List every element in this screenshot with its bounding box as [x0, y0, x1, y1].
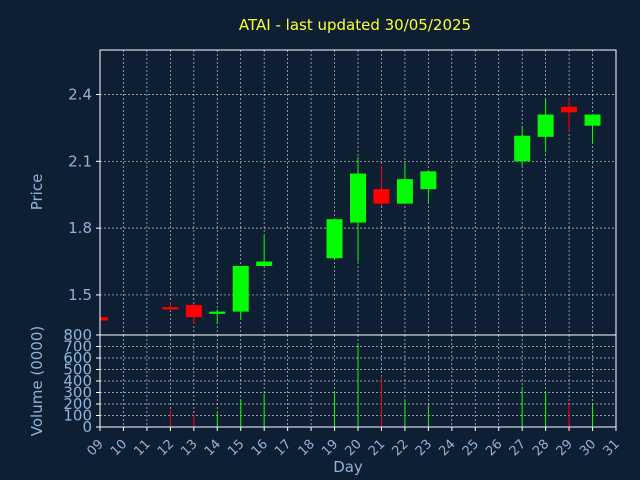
- price-y-tick-label: 1.5: [68, 286, 92, 304]
- candle-body: [162, 307, 179, 310]
- x-tick-label: 11: [131, 437, 153, 459]
- volume-y-tick-label: 300: [63, 384, 92, 402]
- candle-20: [350, 156, 366, 262]
- x-tick-label: 09: [85, 437, 107, 459]
- price-y-tick-label: 2.4: [68, 86, 92, 104]
- x-tick-label: 15: [225, 437, 247, 459]
- candle-body: [514, 135, 531, 162]
- x-tick-label: 21: [366, 437, 388, 459]
- x-tick-label: 29: [554, 437, 576, 459]
- chart-title: ATAI - last updated 30/05/2025: [239, 16, 471, 34]
- price-y-ticks: 1.5 1.8 2.1 2.4: [68, 86, 100, 304]
- x-tick-label: 25: [460, 437, 482, 459]
- volume-y-tick-label: 800: [63, 326, 92, 344]
- candle-body: [584, 114, 601, 126]
- candle-body: [350, 173, 366, 223]
- candle-22: [396, 163, 413, 204]
- candle-body: [326, 219, 343, 259]
- x-tick-label: 13: [178, 437, 200, 459]
- volume-y-tick-label: 0: [82, 418, 92, 436]
- volume-y-tick-label: 500: [63, 361, 92, 379]
- x-tick-label: 23: [413, 437, 435, 459]
- candle-body: [537, 114, 554, 137]
- x-tick-label: 10: [108, 437, 130, 459]
- x-tick-label: 28: [530, 437, 552, 459]
- price-panel: 1.5 1.8 2.1 2.4 Price: [28, 49, 617, 336]
- candle-13: [185, 303, 202, 324]
- candle-body: [561, 106, 578, 113]
- x-tick-label: 22: [389, 437, 411, 459]
- x-tick-label: 26: [483, 437, 505, 459]
- x-axis-label: Day: [333, 458, 363, 476]
- candle-14: [209, 309, 226, 324]
- candle-23: [420, 170, 437, 204]
- x-tick-label: 27: [507, 437, 529, 459]
- candle-body: [256, 261, 273, 266]
- x-tick-label: 30: [577, 437, 599, 459]
- x-tick-label: 31: [601, 437, 623, 459]
- candle-30: [584, 114, 601, 144]
- price-candles: [99, 98, 601, 324]
- x-tick-label: 19: [319, 437, 341, 459]
- candle-9: [99, 317, 108, 321]
- candle-16: [256, 234, 273, 266]
- candle-27: [514, 125, 531, 166]
- day-x-ticks: 09 10 11 12 13 14 15 16 17 18 19 20 21 22 23 24 25 26 27 28…: [85, 427, 623, 459]
- price-y-tick-label: 1.8: [68, 219, 92, 237]
- volume-bars: [99, 344, 594, 427]
- candle-19: [326, 219, 343, 260]
- candle-body: [396, 179, 413, 204]
- candle-body: [185, 304, 202, 318]
- candle-body: [232, 265, 249, 312]
- x-tick-label: 18: [296, 437, 318, 459]
- x-tick-label: 24: [436, 437, 458, 459]
- volume-y-tick-label: 400: [63, 372, 92, 390]
- candle-28: [537, 98, 554, 153]
- candle-body: [373, 189, 390, 204]
- candle-body: [209, 311, 226, 314]
- volume-y-tick-label: 600: [63, 349, 92, 367]
- price-y-tick-label: 2.1: [68, 152, 92, 170]
- x-tick-label: 17: [272, 437, 294, 459]
- x-tick-label: 14: [202, 437, 224, 459]
- candle-12: [162, 301, 179, 311]
- volume-y-tick-label: 100: [63, 407, 92, 425]
- x-tick-label: 20: [343, 437, 365, 459]
- candle-body: [420, 171, 437, 190]
- price-axis-label: Price: [28, 174, 46, 211]
- candle-21: [373, 165, 390, 206]
- x-tick-label: 12: [155, 437, 177, 459]
- volume-axis-label: Volume (0000): [28, 326, 46, 436]
- volume-y-tick-label: 200: [63, 395, 92, 413]
- candle-body: [100, 317, 108, 321]
- candle-15: [232, 265, 249, 320]
- candle-29: [561, 98, 578, 133]
- x-tick-label: 16: [249, 437, 271, 459]
- volume-y-tick-label: 700: [63, 338, 92, 356]
